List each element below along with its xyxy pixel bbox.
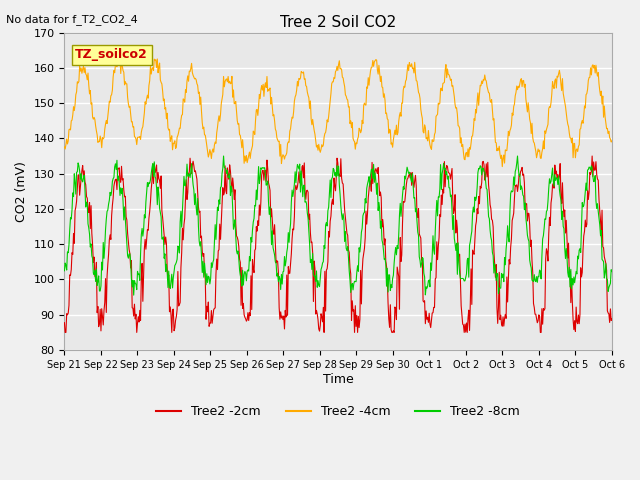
Title: Tree 2 Soil CO2: Tree 2 Soil CO2 [280,15,396,30]
Y-axis label: CO2 (mV): CO2 (mV) [15,161,28,222]
Text: No data for f_T2_CO2_4: No data for f_T2_CO2_4 [6,14,138,25]
X-axis label: Time: Time [323,372,353,385]
Text: TZ_soilco2: TZ_soilco2 [76,48,148,61]
Legend: Tree2 -2cm, Tree2 -4cm, Tree2 -8cm: Tree2 -2cm, Tree2 -4cm, Tree2 -8cm [151,400,525,423]
